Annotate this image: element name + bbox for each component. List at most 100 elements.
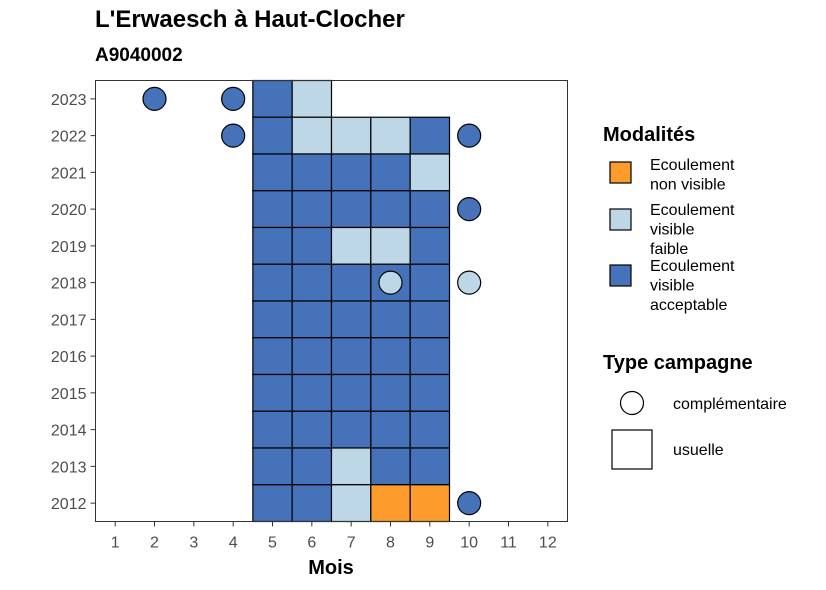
usuelle-tile [370,153,411,192]
usuelle-tile [370,226,411,265]
usuelle-tile [330,116,372,155]
usuelle-tile [370,116,411,155]
legend-label-non_visible: non visible [650,177,726,194]
usuelle-tile [291,337,333,376]
usuelle-tile [291,263,333,302]
x-tick-label: 5 [268,535,277,552]
usuelle-tile [252,337,293,376]
usuelle-tile [409,226,451,265]
x-tick-label: 8 [386,535,395,552]
usuelle-tile [252,79,293,118]
complementaire-point [457,123,482,148]
x-tick-label: 11 [500,535,517,552]
usuelle-tile [252,447,293,486]
x-axis: 1 2 3 4 5 6 7 8 9 10 11 12 [111,521,557,552]
usuelle-tile [330,226,372,265]
y-tick-label: 2019 [51,239,87,256]
usuelle-tile [291,226,333,265]
y-tick-label: 2014 [51,423,87,440]
usuelle-tile [291,116,333,155]
usuelle-tile [370,484,411,523]
x-tick-label: 9 [425,535,434,552]
legend-key-faible [609,208,632,231]
usuelle-tile [409,263,451,302]
usuelle-tile [252,226,293,265]
usuelle-tile [252,116,293,155]
complementaire-point [221,123,246,148]
y-tick-label: 2015 [51,386,87,403]
legend-key-non_visible [609,161,632,184]
x-tick-label: 2 [150,535,159,552]
usuelle-tile [252,190,293,229]
usuelle-tile [409,447,451,486]
usuelle-tile [409,410,451,449]
usuelle-tile [370,410,411,449]
legend-label-acceptable: Ecoulement [650,258,735,275]
usuelle-tile [330,447,372,486]
legend-label-complementaire: complémentaire [673,396,787,413]
complementaire-points [142,86,482,516]
complementaire-point [378,270,403,295]
legend-type-title: Type campagne [603,352,753,374]
legend-modalites-title: Modalités [603,124,695,146]
complementaire-point [457,270,482,295]
usuelle-tile [252,373,293,412]
legend-types: complémentaire usuelle [611,390,787,470]
legend-label-non_visible: Ecoulement [650,157,735,174]
chart-title: L'Erwaesch à Haut-Clocher [95,6,405,33]
usuelle-tiles [252,79,451,523]
usuelle-tile [330,190,372,229]
chart-subtitle: A9040002 [95,45,183,66]
usuelle-tile [409,484,451,523]
x-tick-label: 12 [539,535,557,552]
usuelle-tile [252,300,293,339]
legend-label-faible: visible [650,222,695,239]
x-tick-label: 6 [307,535,316,552]
complementaire-point [457,197,482,222]
usuelle-tile [291,153,333,192]
y-tick-label: 2022 [51,129,87,146]
legend-label-usuelle: usuelle [673,442,724,459]
usuelle-tile [291,373,333,412]
y-tick-label: 2016 [51,349,87,366]
usuelle-tile [330,373,372,412]
y-tick-label: 2017 [51,312,87,329]
usuelle-tile [252,263,293,302]
y-tick-label: 2013 [51,459,87,476]
usuelle-tile [291,447,333,486]
legend-modalites: Ecoulement non visible Ecoulement visible fa… [609,157,735,314]
legend-key-complementaire [619,390,645,416]
legend-label-acceptable: visible [650,278,695,295]
x-tick-label: 10 [460,535,478,552]
usuelle-tile [370,190,411,229]
y-axis: 2023 2022 2021 2020 2019 2018 2017 2016 2015 2014… [51,92,96,513]
usuelle-tile [291,300,333,339]
usuelle-tile [409,116,451,155]
complementaire-point [142,86,167,111]
legend-label-faible: Ecoulement [650,202,735,219]
legend-key-usuelle [611,429,653,470]
usuelle-tile [409,373,451,412]
panel-border [95,80,568,522]
usuelle-tile [409,190,451,229]
complementaire-point [457,491,482,516]
legend-key-acceptable [609,264,632,287]
y-tick-label: 2018 [51,276,87,293]
usuelle-tile [330,300,372,339]
usuelle-tile [291,79,333,118]
usuelle-tile [370,337,411,376]
usuelle-tile [252,484,293,523]
usuelle-tile [370,300,411,339]
usuelle-tile [252,410,293,449]
usuelle-tile [291,410,333,449]
usuelle-tile [370,373,411,412]
usuelle-tile [409,153,451,192]
complementaire-point [221,86,246,111]
usuelle-tile [330,410,372,449]
usuelle-tile [291,484,333,523]
x-tick-label: 4 [229,535,238,552]
x-tick-label: 1 [111,535,120,552]
legend-label-faible: faible [650,241,688,258]
